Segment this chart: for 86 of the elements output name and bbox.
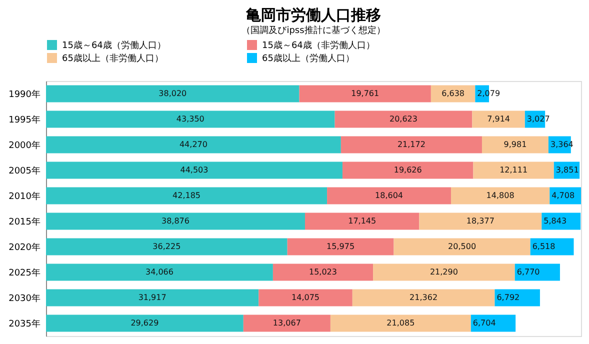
- data-label: 21,172: [397, 140, 426, 149]
- bar: [46, 289, 259, 306]
- bar: [373, 264, 515, 281]
- bar: [287, 238, 394, 256]
- bar: [46, 187, 328, 204]
- data-label: 20,623: [390, 114, 418, 124]
- data-label: 6,704: [472, 318, 496, 328]
- data-label: 44,503: [180, 165, 208, 174]
- data-label: 12,111: [500, 165, 528, 174]
- data-label: 43,350: [176, 114, 204, 124]
- data-label: 42,185: [172, 190, 201, 200]
- data-label: 6,638: [442, 88, 465, 98]
- bar: [470, 314, 516, 332]
- data-label: 38,020: [158, 88, 187, 98]
- legend-label: 65歳以上（労働人口）: [262, 53, 354, 64]
- bar: [450, 187, 550, 204]
- bar: [340, 136, 482, 154]
- legend-label: 15歳～64歳（非労働人口）: [262, 40, 375, 51]
- bar: [327, 187, 451, 204]
- bar: [342, 162, 474, 179]
- bar: [46, 136, 341, 154]
- bar: [46, 212, 305, 230]
- data-label: 20,500: [448, 242, 476, 251]
- chart-subtitle: （国調及びipss推計に基づく想定）: [242, 25, 386, 36]
- bar: [258, 289, 352, 306]
- bar: [46, 162, 342, 179]
- data-label: 29,629: [130, 318, 159, 328]
- bar: [472, 110, 525, 128]
- data-label: 6,792: [496, 292, 520, 302]
- y-tick-label: 1990年: [8, 88, 40, 100]
- data-label: 6,518: [532, 242, 556, 251]
- bar: [334, 110, 472, 128]
- y-tick-label: 2020年: [8, 242, 40, 253]
- data-label: 19,761: [351, 88, 380, 98]
- data-label: 44,270: [179, 140, 208, 149]
- data-label: 7,914: [487, 114, 510, 124]
- data-label: 18,377: [466, 216, 494, 226]
- data-label: 15,023: [308, 267, 337, 276]
- data-label: 17,145: [348, 216, 376, 226]
- legend-label: 65歳以上（非労働人口）: [62, 53, 164, 64]
- bar: [304, 212, 420, 230]
- bar: [352, 289, 495, 306]
- y-tick-label: 2025年: [8, 267, 40, 278]
- bar: [46, 110, 335, 128]
- data-label: 36,225: [152, 242, 181, 251]
- bar: [272, 264, 374, 281]
- bar: [473, 162, 554, 179]
- bar: [530, 238, 574, 256]
- bar: [46, 238, 288, 256]
- bar: [394, 238, 530, 256]
- data-label: 18,604: [375, 190, 404, 200]
- data-label: 34,066: [145, 267, 174, 276]
- data-label: 13,067: [272, 318, 301, 328]
- bar: [514, 264, 560, 281]
- bar: [243, 314, 330, 332]
- chart-title: 亀岡市労働人口推移: [245, 6, 381, 24]
- bar: [419, 212, 542, 230]
- data-label: 3,851: [556, 165, 579, 174]
- data-label: 21,290: [430, 267, 458, 276]
- data-label: 15,975: [326, 242, 355, 251]
- y-tick-label: 2015年: [8, 216, 40, 228]
- data-label: 19,626: [394, 165, 422, 174]
- y-tick-label: 2010年: [8, 190, 40, 202]
- data-label: 6,770: [516, 267, 540, 276]
- data-label: 14,808: [486, 190, 514, 200]
- y-tick-label: 2030年: [8, 292, 40, 304]
- data-label: 21,085: [386, 318, 415, 328]
- data-label: 9,981: [504, 140, 527, 149]
- bar: [494, 289, 540, 306]
- legend-label: 15歳～64歳（労働人口）: [62, 40, 166, 51]
- y-tick-label: 2005年: [8, 165, 40, 176]
- y-tick-label: 2035年: [8, 318, 40, 330]
- bar: [46, 85, 300, 102]
- bar: [46, 314, 244, 332]
- data-label: 5,843: [544, 216, 567, 226]
- data-label: 21,362: [410, 292, 438, 302]
- bar: [46, 264, 273, 281]
- data-label: 4,708: [552, 190, 575, 200]
- data-label: 14,075: [292, 292, 320, 302]
- y-tick-label: 1995年: [8, 114, 40, 126]
- y-tick-label: 2000年: [8, 140, 40, 151]
- data-label: 38,876: [162, 216, 190, 226]
- data-label: 31,917: [138, 292, 166, 302]
- bar: [330, 314, 471, 332]
- bar: [299, 85, 431, 102]
- bar: [482, 136, 548, 154]
